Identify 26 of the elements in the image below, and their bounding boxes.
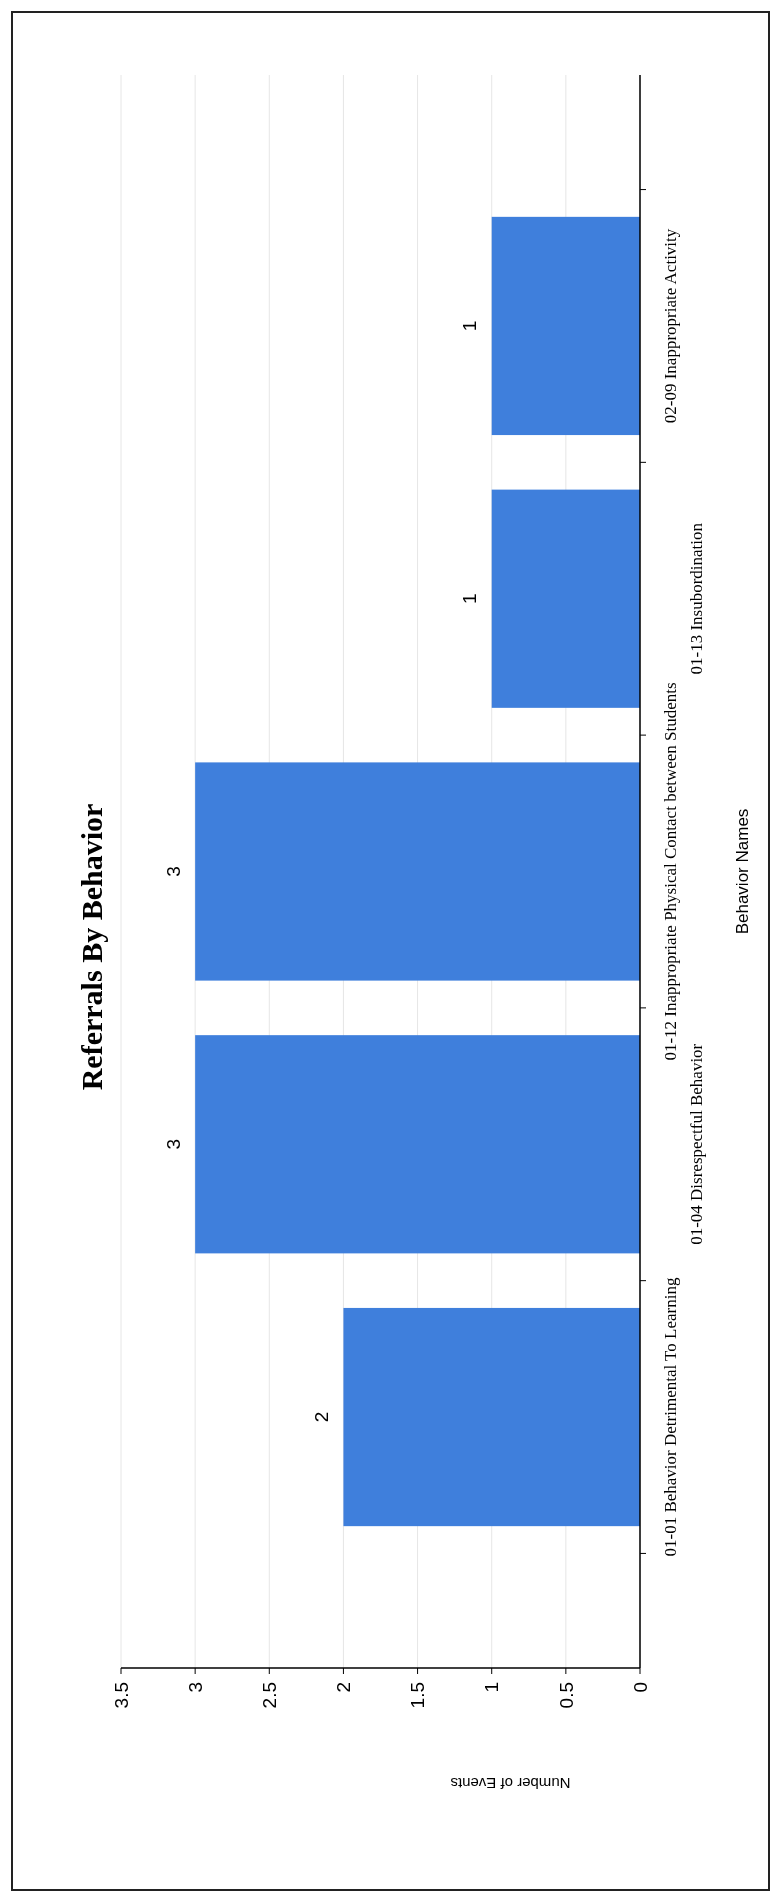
- y-axis-title: Behavior Names: [732, 808, 752, 935]
- y-tick-label: 01-13 Insubordination: [686, 522, 706, 675]
- data-label: 3: [162, 1138, 184, 1150]
- data-label: 1: [459, 320, 481, 332]
- y-tick-label: 01-04 Disrespectful Behavior: [686, 1043, 706, 1245]
- x-tick-label: 1.5: [407, 1682, 429, 1709]
- x-tick-label: 3: [184, 1682, 206, 1693]
- bar: [491, 489, 640, 708]
- bar: [343, 1307, 640, 1527]
- x-axis-title: Number of Events: [450, 1774, 571, 1792]
- bar: [195, 762, 640, 981]
- text: Referrals By Behavior: [74, 803, 108, 1091]
- bar: [491, 216, 640, 436]
- y-tick-label: 02-09 Inappropriate Activity: [660, 228, 680, 424]
- x-tick-label: 2: [333, 1682, 355, 1693]
- x-tick-label: 2.5: [258, 1682, 280, 1709]
- y-tick-label: 01-12 Inappropriate Physical Contact between Students: [660, 682, 680, 1061]
- x-tick-label: 0: [629, 1682, 651, 1693]
- bar: [195, 1035, 640, 1254]
- x-tick-label: 1: [481, 1682, 503, 1693]
- data-label: 2: [311, 1411, 333, 1423]
- x-tick-label: 3.5: [110, 1682, 132, 1709]
- x-tick-label: 0.5: [555, 1682, 577, 1709]
- data-label: 1: [459, 593, 481, 605]
- data-label: 3: [162, 866, 184, 877]
- y-tick-label: 01-01 Behavior Detrimental To Learning: [660, 1277, 680, 1557]
